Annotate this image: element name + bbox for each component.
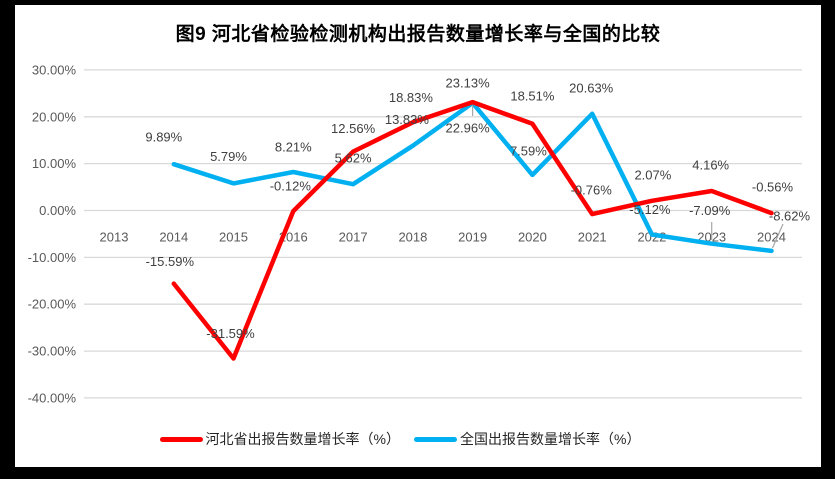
data-label: -15.59%: [146, 254, 195, 269]
data-label: -0.12%: [270, 179, 312, 194]
data-label: 12.56%: [331, 121, 376, 136]
legend-line-swatch-hebei: [159, 436, 203, 442]
x-axis-label: 2022: [637, 230, 666, 245]
data-label: 7.59%: [510, 143, 547, 158]
x-axis-label: 2024: [757, 230, 786, 245]
chart-title: 图9 河北省检验检测机构出报告数量增长率与全国的比较: [175, 24, 661, 45]
label-leader-line: [771, 223, 784, 249]
y-axis-label: 0.00%: [39, 203, 76, 218]
data-label: 22.96%: [446, 120, 491, 135]
y-axis-label: -40.00%: [28, 390, 77, 405]
data-label: 5.62%: [335, 151, 372, 166]
data-label: 23.13%: [446, 76, 491, 91]
legend-label-national: 全国出报告数量增长率（%）: [460, 431, 641, 447]
chart-legend: 河北省出报告数量增长率（%） 全国出报告数量增长率（%）: [0, 429, 803, 449]
y-axis-label: 20.00%: [32, 109, 77, 124]
legend-line-swatch-national: [414, 436, 457, 442]
y-axis-label: 10.00%: [32, 156, 77, 171]
chart-background: [15, 5, 821, 467]
data-label: 5.79%: [210, 149, 247, 164]
data-label: 20.63%: [569, 80, 614, 95]
series-line-hebei: [171, 99, 774, 361]
data-label: -31.59%: [206, 326, 255, 341]
x-axis-label: 2018: [398, 230, 427, 245]
x-axis-label: 2021: [578, 230, 607, 245]
data-label: -0.56%: [752, 180, 794, 195]
data-label: 4.16%: [692, 158, 729, 173]
data-label: 8.21%: [275, 140, 312, 155]
data-label: 2.07%: [634, 167, 671, 182]
y-axis-label: -10.00%: [28, 250, 77, 265]
data-label: 18.83%: [389, 90, 434, 105]
y-axis-label: 30.00%: [32, 62, 77, 77]
y-axis-label: -20.00%: [28, 297, 77, 312]
data-label: -7.09%: [689, 203, 731, 218]
x-axis-label: 2013: [100, 230, 129, 245]
data-label: -5.12%: [629, 202, 671, 217]
x-axis-label: 2017: [339, 230, 368, 245]
data-label: 9.89%: [145, 130, 182, 145]
x-axis-label: 2014: [159, 230, 188, 245]
data-label: 13.83%: [385, 112, 430, 127]
data-label: -8.62%: [769, 208, 811, 223]
legend-item-national: 全国出报告数量增长率（%）: [414, 429, 640, 449]
x-axis-label: 2015: [219, 230, 248, 245]
x-axis-label: 2020: [518, 230, 547, 245]
data-label: 18.51%: [510, 88, 555, 103]
legend-label-hebei: 河北省出报告数量增长率（%）: [205, 431, 400, 447]
legend-item-hebei: 河北省出报告数量增长率（%）: [159, 429, 400, 449]
y-axis-label: -30.00%: [28, 344, 77, 359]
x-axis-label: 2019: [458, 230, 487, 245]
data-label: -0.76%: [571, 183, 613, 198]
